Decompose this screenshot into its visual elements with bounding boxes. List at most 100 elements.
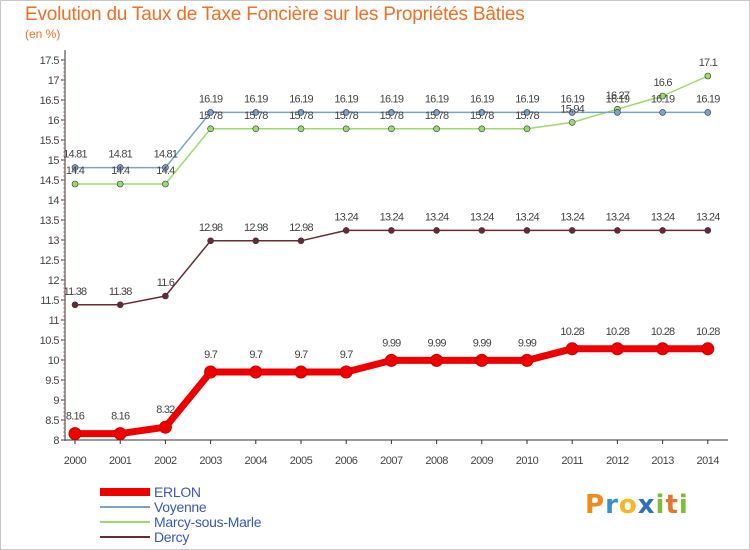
data-point — [342, 109, 350, 116]
data-label: 8.32 — [156, 404, 175, 416]
data-label: 16.19 — [696, 93, 720, 105]
data-point — [204, 365, 218, 379]
y-tick-label: 14 — [48, 195, 60, 207]
y-tick-label: 16.5 — [40, 95, 60, 107]
line-chart: 8 8.5 9 9.5 10 10.5 11 11.5 12 12.5 13 13.5 14 14.5 15… — [40, 50, 728, 467]
x-tick-label: 2011 — [561, 455, 583, 467]
data-point — [113, 427, 127, 441]
y-tick-label: 8.5 — [45, 415, 59, 427]
data-point — [475, 353, 489, 367]
data-label: 15.78 — [334, 110, 358, 122]
data-point — [339, 365, 353, 379]
data-label: 16.19 — [334, 93, 358, 105]
data-label: 12.98 — [289, 222, 313, 234]
data-label: 14.81 — [63, 149, 87, 161]
x-tick-label: 2000 — [64, 455, 87, 467]
legend-swatch — [100, 520, 150, 523]
data-label: 9.99 — [518, 337, 537, 349]
y-tick-label: 9.5 — [45, 375, 59, 387]
legend-swatch — [100, 487, 150, 496]
y-tick-label: 8 — [53, 435, 59, 447]
data-point — [162, 292, 169, 300]
data-label: 16.6 — [653, 77, 672, 89]
y-tick-label: 11.5 — [40, 295, 59, 307]
data-label: 11.38 — [109, 286, 132, 298]
data-label: 10.28 — [606, 326, 630, 338]
data-label: 8.16 — [111, 411, 130, 423]
data-label: 15.78 — [244, 110, 268, 122]
x-tick-label: 2013 — [651, 455, 674, 467]
data-point — [659, 227, 666, 234]
x-tick-label: 2002 — [154, 455, 177, 467]
data-point — [520, 353, 534, 367]
data-point — [433, 227, 440, 234]
data-label: 15.78 — [380, 110, 404, 122]
data-point — [478, 109, 486, 116]
data-point — [294, 365, 308, 379]
legend-item-erlon: ERLON — [100, 483, 261, 500]
data-label: 13.24 — [470, 211, 494, 223]
data-point — [704, 72, 712, 80]
data-label: 9.7 — [340, 349, 354, 361]
data-label: 13.24 — [515, 211, 539, 223]
data-point — [207, 125, 214, 133]
data-label: 14.81 — [108, 149, 132, 161]
logo-letter: P — [585, 490, 606, 520]
data-point — [659, 109, 666, 116]
data-label: 11.38 — [64, 286, 87, 298]
data-point — [297, 109, 305, 116]
data-point — [478, 125, 486, 133]
data-point — [158, 420, 172, 434]
data-point — [162, 164, 169, 171]
data-label: 13.24 — [560, 211, 584, 223]
series-line-dercy — [75, 229, 708, 306]
data-point — [478, 227, 486, 234]
data-label: 13.24 — [651, 211, 675, 223]
data-point — [388, 227, 395, 234]
data-label: 16.19 — [380, 93, 404, 105]
logo-letter: x — [637, 490, 656, 520]
data-point — [433, 125, 440, 133]
data-label: 14.4 — [156, 165, 175, 177]
data-point — [249, 365, 263, 379]
data-label: 16.19 — [651, 93, 675, 105]
y-tick-label: 13 — [48, 235, 60, 247]
x-tick-label: 2004 — [245, 455, 268, 467]
y-tick-label: 17.5 — [40, 55, 60, 67]
data-point — [565, 342, 579, 356]
data-label: 17.1 — [699, 57, 718, 69]
data-label: 9.99 — [473, 337, 492, 349]
data-label: 16.27 — [606, 90, 630, 102]
data-label: 9.7 — [249, 349, 263, 361]
data-label: 12.98 — [199, 222, 223, 234]
data-point — [342, 125, 350, 133]
y-tick-label: 14.5 — [40, 175, 60, 187]
data-point — [342, 227, 350, 234]
legend-label: Marcy-sous-Marle — [154, 513, 262, 530]
data-point — [388, 109, 395, 116]
x-tick-label: 2009 — [471, 455, 494, 467]
logo-letter: t — [665, 490, 679, 520]
y-tick-label: 16 — [48, 115, 60, 127]
data-point — [71, 301, 79, 309]
data-point — [568, 119, 576, 126]
y-tick-label: 17 — [48, 75, 60, 87]
data-point — [252, 237, 260, 245]
y-tick-label: 10 — [48, 355, 60, 367]
data-point — [388, 125, 395, 133]
data-label: 16.19 — [199, 93, 223, 105]
legend: ERLON Voyenne Marcy-sous-Marle Dercy — [100, 483, 262, 545]
data-point — [656, 342, 670, 356]
data-point — [116, 164, 124, 171]
data-label: 13.24 — [606, 211, 630, 223]
data-label: 16.19 — [289, 93, 313, 105]
y-tick-label: 9 — [53, 395, 59, 407]
y-tick-label: 11 — [49, 315, 60, 327]
data-point — [523, 109, 531, 116]
data-label: 10.28 — [696, 326, 720, 338]
x-tick-label: 2010 — [516, 455, 539, 467]
logo-letter: o — [618, 490, 638, 520]
legend-label: Dercy — [154, 528, 190, 545]
logo-letter: r — [605, 490, 619, 520]
legend-label: ERLON — [154, 483, 201, 500]
